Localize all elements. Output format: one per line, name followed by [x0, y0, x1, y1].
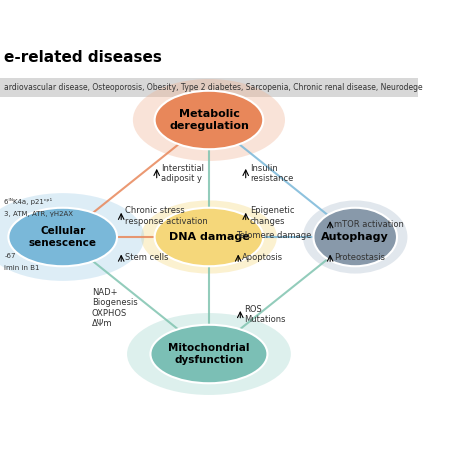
Ellipse shape: [141, 201, 277, 273]
Ellipse shape: [0, 193, 144, 281]
Ellipse shape: [127, 313, 291, 395]
Text: Epigenetic
changes: Epigenetic changes: [250, 206, 294, 226]
Text: Metabolic
deregulation: Metabolic deregulation: [169, 109, 249, 131]
Text: Cellular
senescence: Cellular senescence: [29, 226, 97, 248]
Text: Autophagy: Autophagy: [321, 232, 389, 242]
Ellipse shape: [133, 79, 285, 161]
Text: 3, ATM, ATR, γH2AX: 3, ATM, ATR, γH2AX: [4, 211, 73, 217]
Ellipse shape: [313, 208, 397, 266]
Text: Chronic stress
response activation: Chronic stress response activation: [125, 206, 208, 226]
FancyBboxPatch shape: [0, 78, 418, 97]
Text: Mitochondrial
dysfunction: Mitochondrial dysfunction: [168, 343, 250, 365]
Text: mTOR activation: mTOR activation: [334, 220, 404, 229]
Text: Proteostasis: Proteostasis: [334, 254, 385, 263]
Text: Interstitial
adiposit y: Interstitial adiposit y: [161, 164, 204, 183]
Text: Insulin
resistance: Insulin resistance: [250, 164, 293, 183]
Ellipse shape: [150, 325, 267, 383]
Ellipse shape: [155, 91, 263, 149]
Text: ardiovascular disease, Osteoporosis, Obesity, Type 2 diabetes, Sarcopenia, Chron: ardiovascular disease, Osteoporosis, Obe…: [4, 83, 423, 92]
Ellipse shape: [155, 208, 263, 266]
Text: e-related diseases: e-related diseases: [4, 50, 162, 65]
Ellipse shape: [303, 201, 408, 273]
Text: 6ᴵᴺK4a, p21ᶜᵖ¹: 6ᴵᴺK4a, p21ᶜᵖ¹: [4, 198, 53, 205]
Text: imin in B1: imin in B1: [4, 265, 40, 271]
FancyBboxPatch shape: [0, 28, 418, 78]
Text: Stem cells: Stem cells: [125, 254, 169, 263]
Text: ROS
Mutations: ROS Mutations: [245, 305, 286, 324]
Text: Apoptosis: Apoptosis: [242, 254, 283, 263]
Ellipse shape: [9, 208, 117, 266]
Text: NAD+
Biogenesis
OXPHOS
ΔΨm: NAD+ Biogenesis OXPHOS ΔΨm: [92, 288, 137, 328]
Text: DNA damage: DNA damage: [169, 232, 249, 242]
Text: -67: -67: [4, 253, 16, 259]
Text: Telomere damage: Telomere damage: [236, 231, 311, 240]
